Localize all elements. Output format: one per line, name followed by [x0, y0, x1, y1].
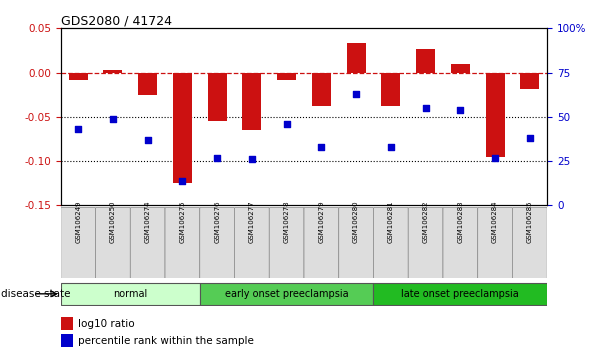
- FancyBboxPatch shape: [339, 207, 373, 279]
- Bar: [416, 49, 435, 73]
- FancyBboxPatch shape: [235, 207, 269, 279]
- FancyBboxPatch shape: [165, 207, 200, 279]
- Bar: [520, 73, 539, 88]
- Point: [282, 121, 291, 127]
- Text: GSM106275: GSM106275: [179, 201, 185, 243]
- Point: [351, 91, 361, 97]
- Text: GDS2080 / 41724: GDS2080 / 41724: [61, 14, 172, 27]
- FancyBboxPatch shape: [304, 207, 339, 279]
- Text: GSM106277: GSM106277: [249, 200, 255, 243]
- Point: [247, 156, 257, 162]
- Point: [74, 126, 83, 132]
- Bar: [312, 73, 331, 106]
- FancyBboxPatch shape: [95, 207, 130, 279]
- Point: [178, 178, 187, 183]
- Text: GSM106283: GSM106283: [457, 200, 463, 243]
- Bar: [61, 317, 73, 330]
- Bar: [486, 73, 505, 157]
- Bar: [103, 70, 122, 73]
- Text: disease state: disease state: [1, 289, 71, 299]
- Text: GSM106276: GSM106276: [214, 200, 220, 243]
- Text: early onset preeclampsia: early onset preeclampsia: [225, 289, 348, 299]
- Text: GSM106280: GSM106280: [353, 200, 359, 243]
- Text: GSM106274: GSM106274: [145, 201, 151, 243]
- FancyBboxPatch shape: [200, 282, 373, 305]
- Bar: [61, 335, 73, 348]
- Text: GSM106249: GSM106249: [75, 201, 81, 243]
- Text: GSM106281: GSM106281: [388, 200, 394, 243]
- Bar: [138, 73, 157, 95]
- Point: [455, 107, 465, 113]
- Text: GSM106250: GSM106250: [110, 201, 116, 243]
- Bar: [207, 73, 227, 121]
- Point: [143, 137, 153, 143]
- Bar: [277, 73, 296, 80]
- FancyBboxPatch shape: [200, 207, 235, 279]
- Text: GSM106285: GSM106285: [527, 201, 533, 243]
- FancyBboxPatch shape: [408, 207, 443, 279]
- Bar: [173, 73, 192, 183]
- Text: GSM106279: GSM106279: [319, 200, 325, 243]
- Text: percentile rank within the sample: percentile rank within the sample: [78, 336, 254, 346]
- FancyBboxPatch shape: [373, 282, 547, 305]
- FancyBboxPatch shape: [478, 207, 513, 279]
- FancyBboxPatch shape: [61, 282, 200, 305]
- Point: [421, 105, 430, 111]
- Bar: [69, 73, 88, 80]
- Text: normal: normal: [113, 289, 147, 299]
- Point: [317, 144, 326, 150]
- Point: [525, 135, 534, 141]
- FancyBboxPatch shape: [513, 207, 547, 279]
- FancyBboxPatch shape: [61, 207, 95, 279]
- Point: [212, 155, 222, 160]
- FancyBboxPatch shape: [373, 207, 408, 279]
- Point: [490, 155, 500, 160]
- Point: [386, 144, 396, 150]
- Bar: [381, 73, 401, 106]
- FancyBboxPatch shape: [443, 207, 478, 279]
- Point: [108, 116, 118, 121]
- Text: GSM106282: GSM106282: [423, 201, 429, 243]
- FancyBboxPatch shape: [269, 207, 304, 279]
- FancyBboxPatch shape: [130, 207, 165, 279]
- Text: late onset preeclampsia: late onset preeclampsia: [401, 289, 519, 299]
- Text: GSM106278: GSM106278: [283, 200, 289, 243]
- Text: GSM106284: GSM106284: [492, 201, 498, 243]
- Bar: [451, 64, 470, 73]
- Text: log10 ratio: log10 ratio: [78, 319, 134, 329]
- Bar: [243, 73, 261, 130]
- Bar: [347, 44, 365, 73]
